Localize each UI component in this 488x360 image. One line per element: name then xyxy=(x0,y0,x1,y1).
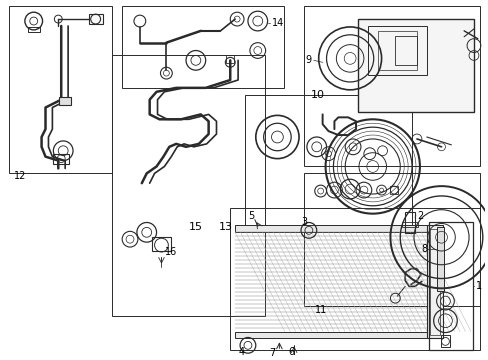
Text: 1: 1 xyxy=(475,282,481,291)
Bar xyxy=(88,14,102,24)
Text: 16: 16 xyxy=(165,247,177,257)
Bar xyxy=(244,95,411,228)
Bar xyxy=(122,6,284,88)
Bar xyxy=(235,332,426,338)
Bar xyxy=(367,26,426,75)
Text: 10: 10 xyxy=(310,90,324,100)
Text: 11: 11 xyxy=(314,305,326,315)
Bar xyxy=(53,154,69,163)
Text: 12: 12 xyxy=(14,171,26,181)
Bar xyxy=(402,221,417,228)
Text: 9: 9 xyxy=(305,55,310,66)
Text: 14: 14 xyxy=(271,18,283,28)
Bar xyxy=(440,336,449,347)
Text: 3: 3 xyxy=(301,217,306,228)
Bar xyxy=(428,222,472,350)
Bar xyxy=(59,97,71,104)
Text: 7: 7 xyxy=(269,348,275,358)
Text: 4: 4 xyxy=(238,347,244,357)
Bar xyxy=(9,6,112,174)
Text: 15: 15 xyxy=(188,222,203,233)
Text: 2: 2 xyxy=(416,211,422,221)
Bar xyxy=(357,19,473,112)
Bar xyxy=(151,237,171,251)
Bar xyxy=(377,31,416,70)
Text: 8: 8 xyxy=(420,244,426,254)
Text: 6: 6 xyxy=(287,347,294,357)
Bar xyxy=(429,229,439,334)
Bar xyxy=(304,6,479,166)
Text: 5: 5 xyxy=(247,211,254,221)
Bar xyxy=(235,225,426,232)
Bar xyxy=(394,36,416,65)
Bar xyxy=(226,55,234,63)
Bar xyxy=(436,228,444,291)
Bar xyxy=(230,208,479,350)
Bar xyxy=(112,55,264,316)
Bar xyxy=(426,225,442,338)
Bar xyxy=(389,186,397,194)
Text: 13: 13 xyxy=(218,222,232,233)
Bar xyxy=(304,174,479,306)
Bar xyxy=(405,212,414,233)
Bar xyxy=(28,27,40,32)
